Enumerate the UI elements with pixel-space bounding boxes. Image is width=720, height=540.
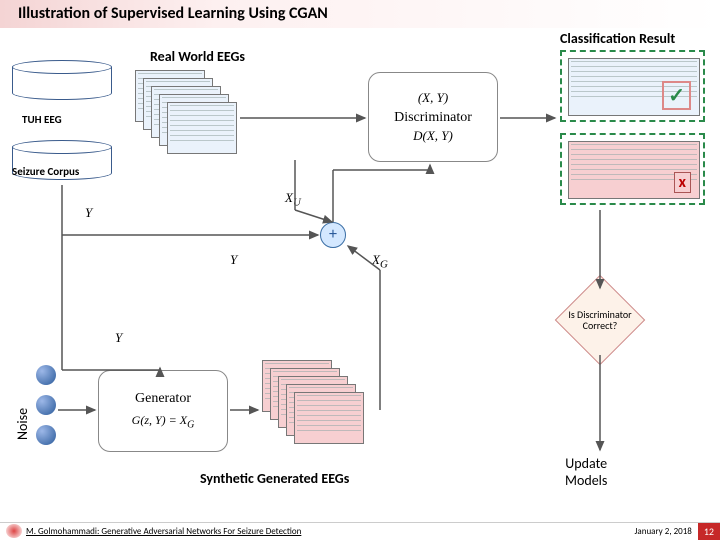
footer-logo-icon: [6, 524, 22, 538]
slide-title: Illustration of Supervised Learning Usin…: [0, 0, 720, 28]
xu-label: XU: [285, 190, 301, 209]
result-incorrect: x: [560, 133, 705, 205]
generator-box: Generator G(z, Y) = XG: [98, 370, 228, 452]
y-label-mid: Y: [230, 252, 237, 268]
xg-label: XG: [372, 252, 388, 271]
classification-label: Classification Result: [560, 30, 675, 47]
discriminator-label: Discriminator: [394, 110, 472, 126]
generator-label: Generator: [135, 391, 191, 407]
tuh-label: TUH EEG: [22, 113, 62, 126]
result-correct: ✓: [560, 50, 705, 122]
plus-node: +: [320, 222, 346, 248]
decision-diamond: Is Discriminator Correct?: [555, 290, 645, 350]
real-eegs-label: Real World EEGs: [150, 48, 245, 65]
footer-author: M. Golmohammadi: Generative Adversarial …: [0, 526, 635, 537]
noise-label: Noise: [14, 408, 31, 440]
footer-date: January 2, 2018: [635, 526, 698, 537]
synthetic-label: Synthetic Generated EEGs: [200, 470, 349, 487]
generator-fn: G(z, Y) = XG: [132, 413, 195, 430]
y-label-bottom: Y: [115, 330, 122, 346]
check-icon: ✓: [662, 81, 691, 110]
decision-text: Is Discriminator Correct?: [555, 290, 645, 350]
update-label: Update Models: [565, 455, 607, 489]
seizure-label: Seizure Corpus: [12, 165, 79, 178]
footer: M. Golmohammadi: Generative Adversarial …: [0, 522, 720, 540]
cross-icon: x: [674, 172, 691, 193]
noise-source: [36, 365, 56, 455]
discriminator-fn: D(X, Y): [413, 128, 453, 144]
y-label-top: Y: [85, 205, 92, 221]
footer-page: 12: [698, 523, 720, 540]
discriminator-box: (X, Y) Discriminator D(X, Y): [368, 72, 498, 162]
xy-input: (X, Y): [418, 90, 448, 106]
db-top: [12, 60, 112, 100]
